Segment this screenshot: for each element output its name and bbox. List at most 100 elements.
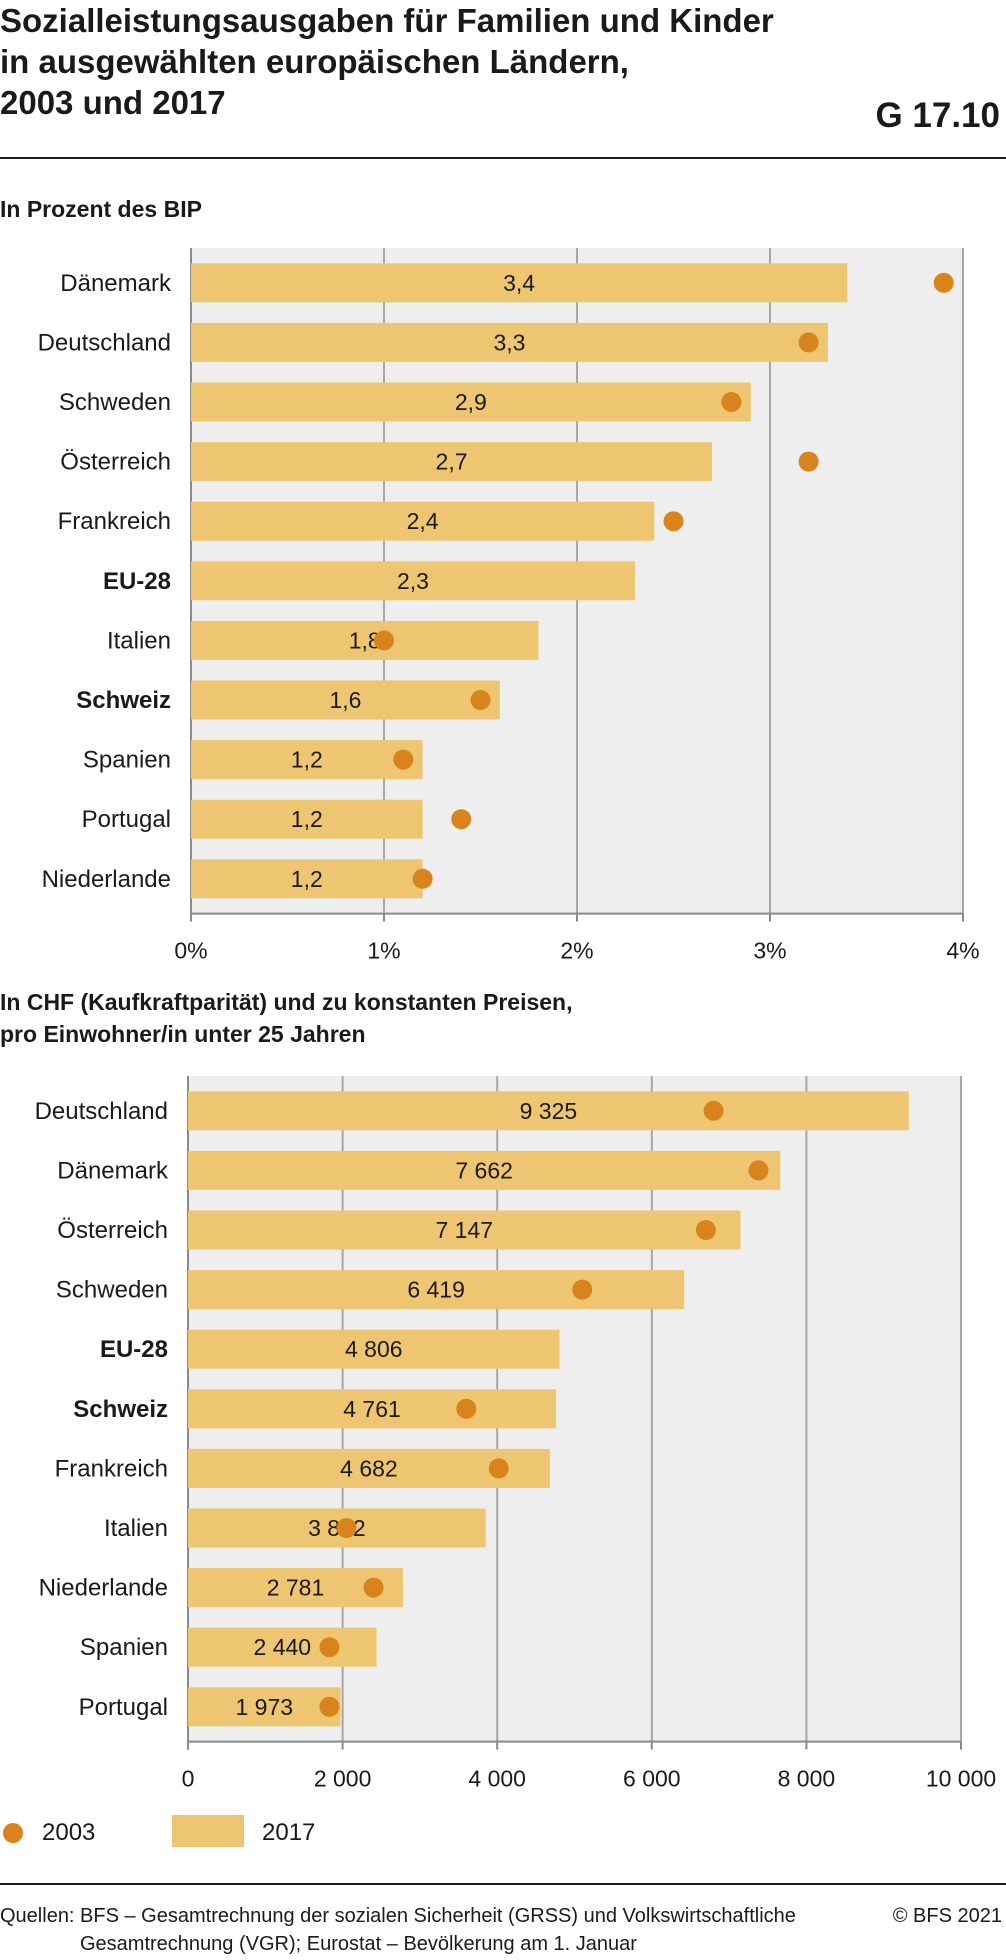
bar-2017 bbox=[188, 1210, 741, 1250]
category-label: Italien bbox=[107, 627, 171, 654]
category-label: Schweden bbox=[56, 1277, 168, 1304]
bar-value-label: 2,4 bbox=[407, 508, 439, 534]
chart-2-subtitle: In CHF (Kaufkraftparität) und zu konstan… bbox=[0, 986, 573, 1050]
bar-value-label: 1,2 bbox=[291, 747, 323, 773]
bar-2017 bbox=[191, 620, 539, 660]
category-label: Österreich bbox=[57, 1217, 168, 1244]
bar-2017 bbox=[191, 859, 423, 899]
bar-2017 bbox=[191, 501, 655, 541]
bar-value-label: 1 973 bbox=[235, 1694, 293, 1720]
chart-1-gdp-share: 0% 1% 2% 3% 4% Dänemark 3,4 Deutschland 3,3 Schwe… bbox=[38, 248, 980, 964]
category-label: Portugal bbox=[82, 806, 171, 833]
category-label: Österreich bbox=[60, 449, 171, 476]
category-label: Dänemark bbox=[60, 270, 172, 297]
bar-2017 bbox=[191, 799, 423, 839]
dot-2003 bbox=[374, 630, 394, 651]
x-tick-label: 10 000 bbox=[926, 1766, 996, 1792]
x-tick-label: 0 bbox=[182, 1766, 195, 1792]
title-line: in ausgewählten europäischen Ländern, bbox=[0, 43, 629, 80]
category-label: Niederlande bbox=[42, 866, 171, 893]
dot-2003 bbox=[412, 868, 433, 889]
copyright: © BFS 2021 bbox=[892, 1905, 1002, 1927]
bar-2017 bbox=[191, 382, 751, 422]
bar-value-label: 1,2 bbox=[291, 806, 323, 832]
bar-2017 bbox=[191, 680, 500, 720]
category-label: Schweiz bbox=[76, 687, 171, 714]
bar-2017 bbox=[191, 740, 423, 780]
bar-2017 bbox=[191, 322, 828, 362]
x-tick-label: 6 000 bbox=[623, 1766, 681, 1792]
bar-value-label: 2,9 bbox=[455, 389, 487, 415]
x-tick-label: 4 000 bbox=[468, 1766, 526, 1792]
dot-2003 bbox=[695, 1220, 716, 1240]
bar-value-label: 4 761 bbox=[343, 1396, 401, 1422]
subtitle-line: In Prozent des BIP bbox=[0, 196, 202, 222]
title-line: 2003 und 2017 bbox=[0, 84, 226, 121]
legend-dot-marker bbox=[3, 1823, 23, 1843]
dot-2003 bbox=[319, 1637, 340, 1658]
chart-title: Sozialleistungsausgaben für Familien und… bbox=[0, 0, 900, 123]
category-label: Schweden bbox=[59, 389, 171, 416]
bar-2017 bbox=[188, 1091, 909, 1131]
bar-2017 bbox=[188, 1687, 341, 1727]
legend-bar-marker bbox=[172, 1815, 244, 1847]
dot-2003 bbox=[798, 451, 819, 472]
category-label: Frankreich bbox=[58, 508, 171, 535]
dot-2003 bbox=[798, 332, 819, 353]
category-label: Portugal bbox=[79, 1694, 168, 1721]
legend-label-2017: 2017 bbox=[262, 1819, 316, 1846]
bar-2017 bbox=[188, 1329, 560, 1369]
bar-value-label: 1,2 bbox=[291, 866, 323, 892]
dot-2003 bbox=[748, 1160, 769, 1181]
category-label: Schweiz bbox=[73, 1396, 168, 1423]
bar-value-label: 2 440 bbox=[254, 1634, 312, 1660]
x-tick-label: 3% bbox=[753, 938, 786, 964]
bar-value-label: 6 419 bbox=[407, 1277, 465, 1303]
dot-2003 bbox=[363, 1577, 384, 1598]
dot-2003 bbox=[663, 511, 684, 532]
bar-value-label: 7 662 bbox=[455, 1157, 513, 1183]
category-label: Deutschland bbox=[38, 329, 171, 356]
dot-2003 bbox=[721, 392, 742, 412]
subtitle-line: pro Einwohner/in unter 25 Jahren bbox=[0, 1021, 366, 1047]
dot-2003 bbox=[703, 1100, 724, 1121]
bar-value-label: 2 781 bbox=[267, 1575, 325, 1601]
dot-2003 bbox=[336, 1518, 357, 1538]
title-line: Sozialleistungsausgaben für Familien und… bbox=[0, 2, 774, 39]
dot-2003 bbox=[470, 690, 491, 710]
bar-value-label: 4 806 bbox=[345, 1336, 403, 1362]
dot-2003 bbox=[933, 272, 954, 293]
category-label: Dänemark bbox=[57, 1157, 169, 1184]
source-note: Quellen: BFS – Gesamtrechnung der sozial… bbox=[0, 1902, 870, 1958]
dot-2003 bbox=[572, 1279, 593, 1300]
x-tick-label: 0% bbox=[174, 938, 207, 964]
bar-value-label: 2,7 bbox=[436, 449, 468, 475]
bar-2017 bbox=[191, 561, 635, 601]
legend-label-2003: 2003 bbox=[42, 1819, 96, 1846]
dot-2003 bbox=[451, 809, 472, 830]
category-label: Frankreich bbox=[55, 1455, 168, 1482]
category-label: EU-28 bbox=[100, 1336, 168, 1363]
bar-2017 bbox=[188, 1270, 685, 1310]
source-line: Quellen: BFS – Gesamtrechnung der sozial… bbox=[0, 1905, 796, 1927]
x-tick-label: 1% bbox=[367, 938, 400, 964]
x-tick-label: 8 000 bbox=[778, 1766, 836, 1792]
legend: 2003 2017 bbox=[0, 1815, 500, 1851]
bar-2017 bbox=[188, 1150, 781, 1190]
x-tick-label: 4% bbox=[946, 938, 979, 964]
dot-2003 bbox=[488, 1458, 509, 1479]
category-label: Italien bbox=[104, 1515, 168, 1542]
bar-2017 bbox=[188, 1389, 557, 1429]
bar-value-label: 9 325 bbox=[520, 1098, 578, 1124]
category-label: Spanien bbox=[80, 1634, 168, 1661]
source-line: Gesamtrechnung (VGR); Eurostat – Bevölke… bbox=[80, 1933, 637, 1955]
bar-value-label: 1,6 bbox=[329, 687, 361, 713]
bar-value-label: 2,3 bbox=[397, 568, 429, 594]
chart-1-subtitle: In Prozent des BIP bbox=[0, 193, 202, 225]
x-tick-label: 2 000 bbox=[314, 1766, 372, 1792]
bar-value-label: 3,4 bbox=[503, 270, 535, 296]
dot-2003 bbox=[393, 749, 414, 770]
chart-2-chf-per-capita: 0 2 000 4 000 6 000 8 000 10 000 Deutschland 9 … bbox=[35, 1076, 996, 1792]
bar-value-label: 4 682 bbox=[340, 1455, 398, 1481]
category-label: Spanien bbox=[83, 747, 171, 774]
